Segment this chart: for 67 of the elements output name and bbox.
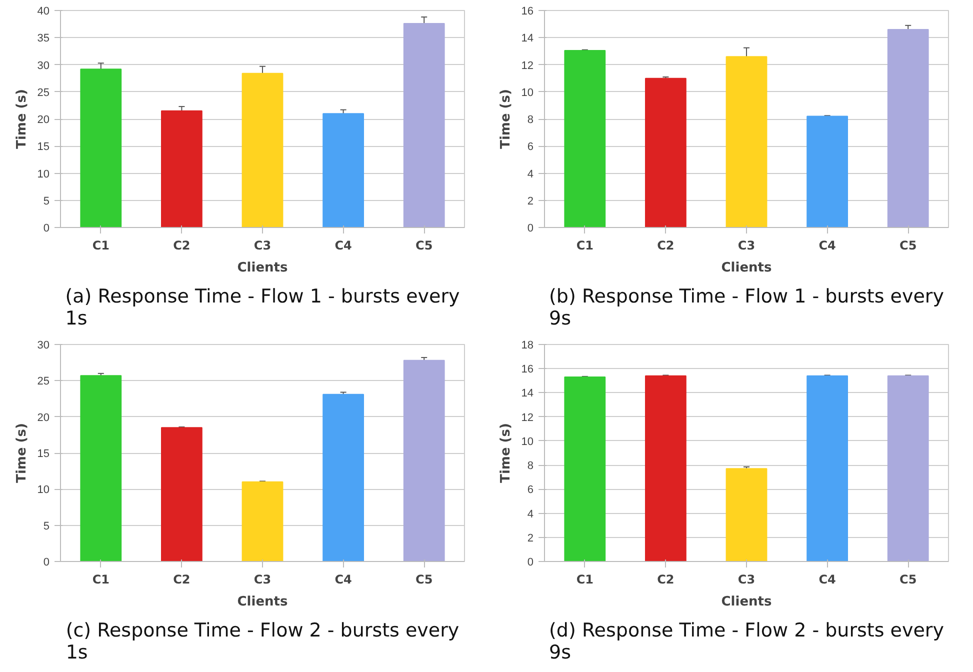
y-tick-label: 6 [527, 484, 534, 496]
x-tick-label: C1 [576, 238, 594, 252]
y-tick-label: 20 [37, 412, 50, 424]
y-tick-label: 10 [521, 436, 534, 448]
text: (b) Response Time - Flow 1 - bursts every 9s [549, 286, 944, 330]
x-tick-label: C5 [416, 238, 433, 252]
y-axis-title: Time (s) [498, 89, 514, 149]
x-tick-label: C3 [738, 572, 756, 586]
x-tick-label: C4 [334, 238, 352, 252]
y-tick-label: 5 [43, 195, 50, 208]
y-axis-title: Time (s) [14, 423, 30, 483]
x-tick-label: C3 [738, 238, 756, 252]
x-tick-label: C5 [900, 572, 917, 586]
y-tick-label: 18 [521, 340, 534, 352]
y-tick-label: 25 [37, 86, 50, 99]
text: (d) Response Time - Flow 2 - bursts every 9s [549, 620, 944, 664]
x-axis-title: Clients [237, 260, 288, 276]
y-tick-label: 16 [521, 364, 534, 376]
x-tick-label: C4 [334, 572, 352, 586]
y-tick-label: 16 [521, 6, 534, 18]
y-tick-label: 0 [527, 222, 534, 234]
x-axis-title: Clients [721, 594, 772, 610]
y-tick-label: 5 [43, 520, 50, 532]
y-tick-label: 30 [37, 60, 50, 72]
x-tick-label: C4 [818, 572, 836, 586]
y-tick-label: 2 [527, 195, 534, 208]
y-tick-label: 8 [527, 114, 534, 126]
x-tick-label: C1 [576, 572, 594, 586]
x-tick-label: C2 [657, 238, 674, 252]
text: (c) Response Time - Flow 2 - bursts every 1s [66, 620, 460, 664]
x-tick-label: C2 [173, 572, 190, 586]
x-tick-label: C2 [173, 238, 190, 252]
y-axis-title: Time (s) [14, 89, 30, 149]
y-tick-label: 14 [521, 388, 534, 400]
y-axis-title: Time (s) [498, 423, 514, 483]
y-tick-label: 12 [521, 412, 534, 424]
y-tick-label: 4 [527, 508, 534, 520]
y-tick-label: 15 [37, 141, 50, 154]
y-tick-label: 6 [527, 141, 534, 154]
y-tick-label: 15 [37, 448, 50, 460]
y-tick-label: 30 [37, 340, 50, 352]
x-axis-title: Clients [721, 260, 772, 276]
y-tick-label: 10 [37, 168, 50, 180]
x-axis-title: Clients [237, 594, 288, 610]
x-tick-label: C3 [254, 238, 272, 252]
y-tick-label: 12 [521, 60, 534, 72]
y-tick-label: 10 [37, 484, 50, 496]
text: (a) Response Time - Flow 1 - bursts every 1s [65, 286, 460, 330]
y-tick-label: 10 [521, 86, 534, 99]
x-tick-label: C5 [900, 238, 917, 252]
y-tick-label: 0 [527, 556, 534, 568]
y-tick-label: 4 [527, 168, 534, 180]
y-tick-label: 2 [527, 532, 534, 544]
x-tick-label: C1 [92, 238, 110, 252]
y-tick-label: 8 [527, 460, 534, 472]
x-tick-label: C3 [254, 572, 272, 586]
y-tick-label: 35 [37, 32, 50, 45]
y-tick-label: 20 [37, 114, 50, 126]
x-tick-label: C4 [818, 238, 836, 252]
y-tick-label: 40 [37, 6, 50, 18]
y-tick-label: 25 [37, 376, 50, 388]
x-tick-label: C2 [657, 572, 674, 586]
y-tick-label: 14 [521, 32, 534, 45]
y-tick-label: 0 [43, 556, 50, 568]
x-tick-label: C1 [92, 572, 110, 586]
y-tick-label: 0 [43, 222, 50, 234]
x-tick-label: C5 [416, 572, 433, 586]
